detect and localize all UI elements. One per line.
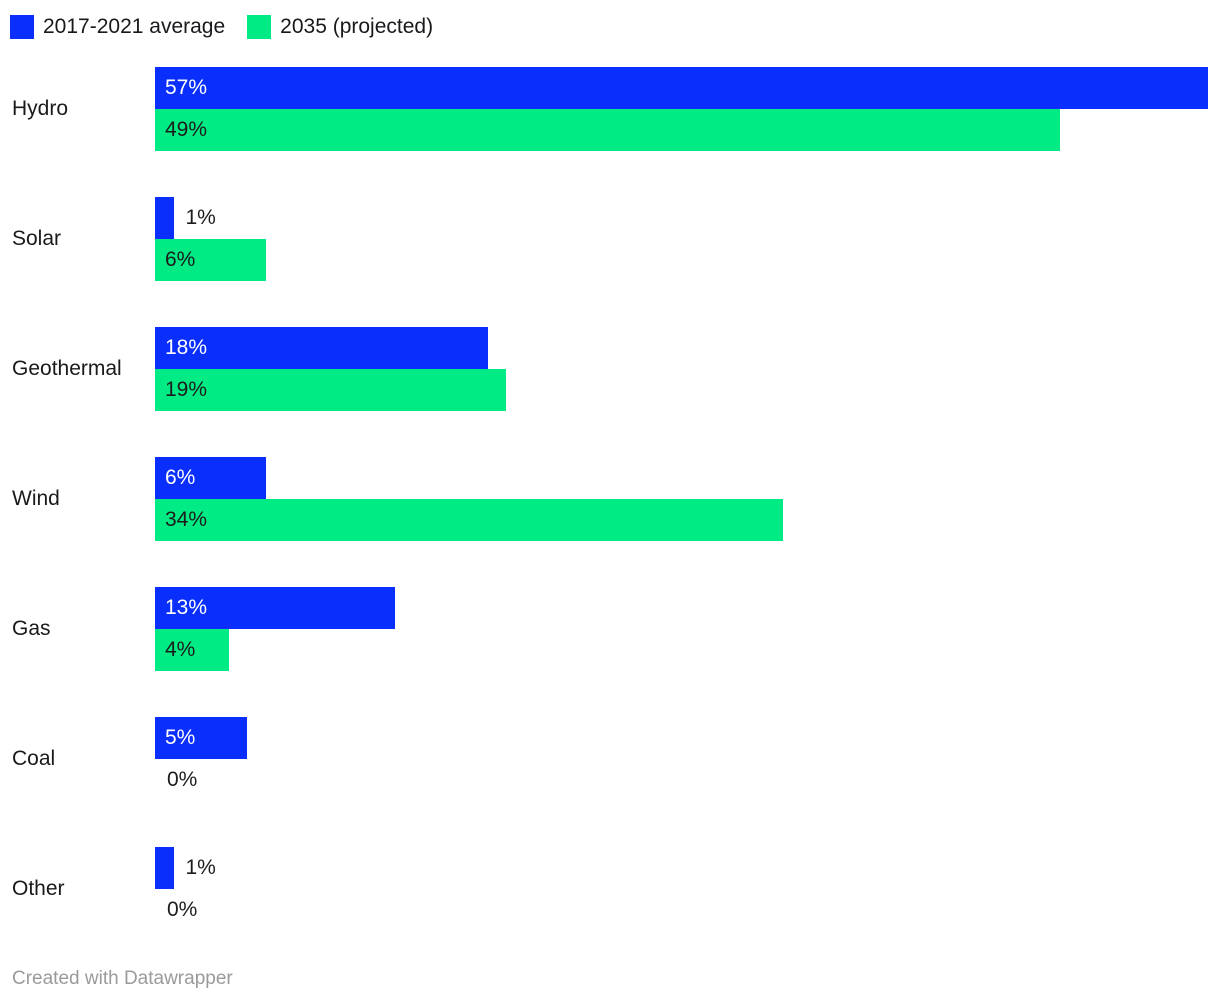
bar-line: 18% bbox=[155, 327, 1208, 369]
bar-value-label: 5% bbox=[165, 726, 196, 749]
bar-line: 4% bbox=[155, 629, 1208, 671]
bar-value-label: 0% bbox=[167, 768, 198, 791]
bar-average bbox=[155, 457, 266, 499]
bar-average bbox=[155, 847, 174, 889]
bar-line: 13% bbox=[155, 587, 1208, 629]
category-label: Coal bbox=[12, 747, 56, 770]
bar-value-label: 1% bbox=[185, 206, 216, 229]
bar-projected bbox=[155, 369, 506, 411]
bar-projected bbox=[155, 499, 784, 541]
bar-value-label: 19% bbox=[165, 378, 208, 401]
bar-line: 6% bbox=[155, 239, 1208, 281]
bar-line: 1% bbox=[155, 197, 1208, 239]
category-label: Wind bbox=[12, 487, 60, 510]
bar-value-label: 13% bbox=[165, 596, 208, 619]
bar-projected bbox=[155, 629, 229, 671]
category-label: Geothermal bbox=[12, 357, 122, 380]
bar-average bbox=[155, 717, 248, 759]
bar-value-label: 18% bbox=[165, 336, 208, 359]
chart-row: Wind 6% 34% bbox=[0, 457, 1220, 587]
legend-item-series1: 2017-2021 average bbox=[10, 15, 225, 39]
bar-line: 6% bbox=[155, 457, 1208, 499]
chart-row: Coal 5% 0% bbox=[0, 717, 1220, 847]
bar-group: 5% 0% bbox=[155, 717, 1208, 801]
bar-average bbox=[155, 587, 396, 629]
legend-label-series2: 2035 (projected) bbox=[280, 15, 434, 38]
bar-value-label: 1% bbox=[185, 856, 216, 879]
legend-swatch-blue-icon bbox=[10, 15, 34, 39]
legend-swatch-green-icon bbox=[247, 15, 272, 39]
chart-row: Geothermal 18% 19% bbox=[0, 327, 1220, 457]
bar-line: 5% bbox=[155, 717, 1208, 759]
bar-value-label: 6% bbox=[165, 248, 196, 271]
bar-value-label: 34% bbox=[165, 508, 208, 531]
category-label: Hydro bbox=[12, 97, 69, 120]
bar-line: 49% bbox=[155, 109, 1208, 151]
attribution-text: Created with Datawrapper bbox=[12, 968, 233, 989]
bar-projected bbox=[155, 109, 1061, 151]
bar-group: 1% 6% bbox=[155, 197, 1208, 281]
bar-projected bbox=[155, 239, 266, 281]
chart-row: Solar 1% 6% bbox=[0, 197, 1220, 327]
bar-group: 1% 0% bbox=[155, 847, 1208, 931]
chart-rows: Hydro 57% 49% Solar 1% 6% Geothermal 18% 19% Wind… bbox=[0, 67, 1220, 977]
legend-label-series1: 2017-2021 average bbox=[43, 15, 226, 38]
bar-group: 13% 4% bbox=[155, 587, 1208, 671]
bar-line: 57% bbox=[155, 67, 1208, 109]
bar-line: 0% bbox=[155, 889, 1208, 931]
bar-line: 0% bbox=[155, 759, 1208, 801]
bar-value-label: 0% bbox=[167, 898, 198, 921]
category-label: Other bbox=[12, 877, 65, 900]
chart-row: Other 1% 0% bbox=[0, 847, 1220, 977]
bar-value-label: 49% bbox=[165, 118, 208, 141]
chart-row: Hydro 57% 49% bbox=[0, 67, 1220, 197]
bar-average bbox=[155, 327, 488, 369]
category-label: Gas bbox=[12, 617, 51, 640]
legend: 2017-2021 average 2035 (projected) bbox=[0, 0, 1220, 39]
bar-value-label: 4% bbox=[165, 638, 196, 661]
bar-value-label: 6% bbox=[165, 466, 196, 489]
bar-average bbox=[155, 197, 174, 239]
bar-group: 18% 19% bbox=[155, 327, 1208, 411]
chart-row: Gas 13% 4% bbox=[0, 587, 1220, 717]
bar-value-label: 57% bbox=[165, 76, 208, 99]
bar-line: 19% bbox=[155, 369, 1208, 411]
category-label: Solar bbox=[12, 227, 62, 250]
bar-average bbox=[155, 67, 1208, 109]
bar-group: 57% 49% bbox=[155, 67, 1208, 151]
bar-line: 34% bbox=[155, 499, 1208, 541]
legend-item-series2: 2035 (projected) bbox=[247, 15, 433, 39]
bar-group: 6% 34% bbox=[155, 457, 1208, 541]
bar-line: 1% bbox=[155, 847, 1208, 889]
